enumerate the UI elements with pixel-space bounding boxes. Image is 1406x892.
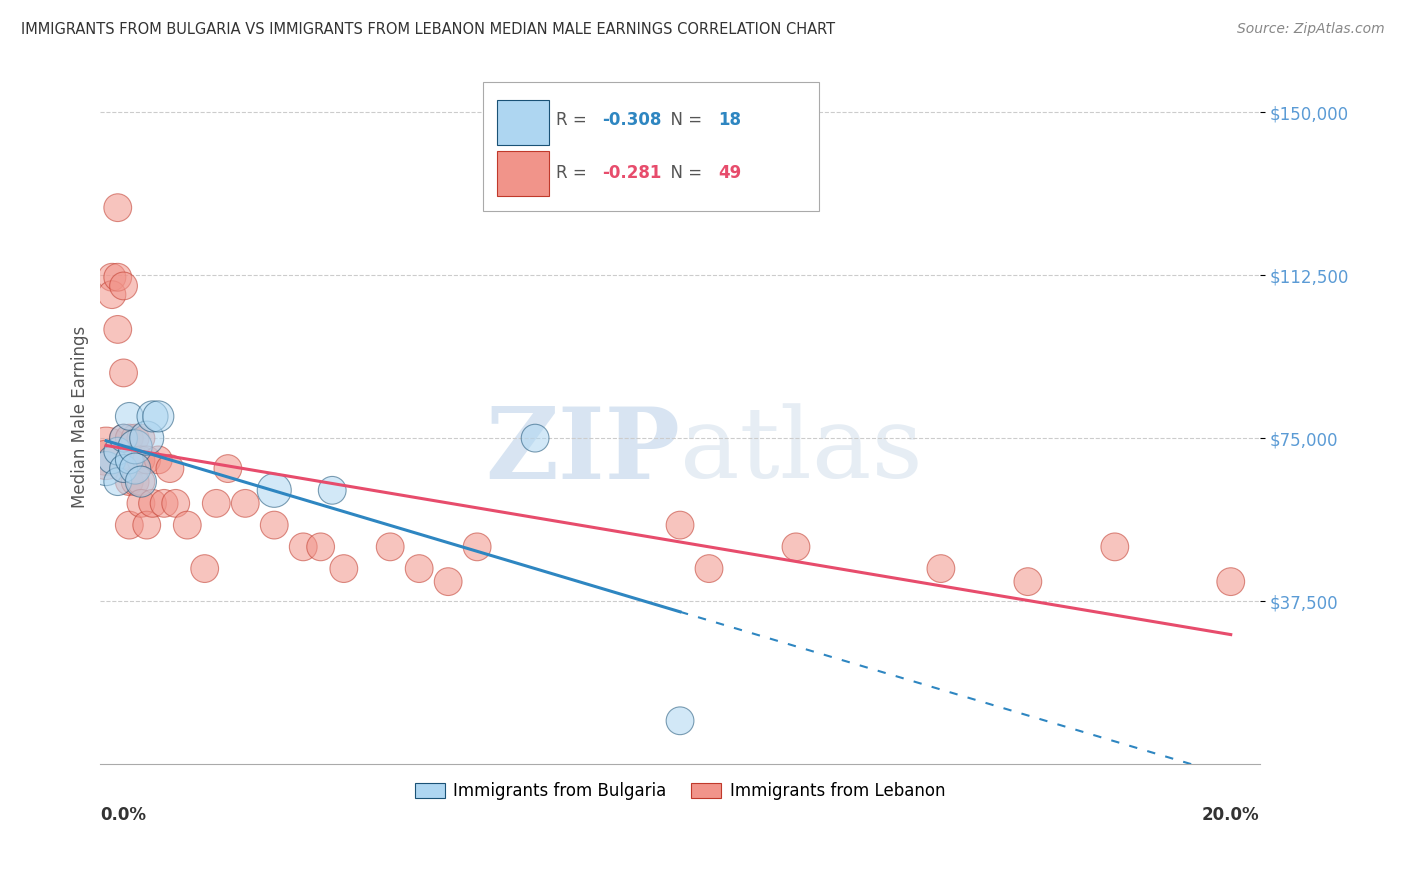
Y-axis label: Median Male Earnings: Median Male Earnings [72,326,89,508]
Point [929,561,952,575]
Point [118,518,141,533]
Point [165,496,187,510]
Point [159,461,181,475]
Point [148,409,170,424]
Point [135,518,157,533]
Point [129,496,152,510]
Point [118,431,141,445]
Point [437,574,460,589]
Point [112,431,135,445]
Text: ZIP: ZIP [485,402,681,500]
Point [107,201,129,215]
Point [263,518,285,533]
Point [101,453,124,467]
Point [124,461,146,475]
Point [107,444,129,458]
Point [107,322,129,336]
Point [1017,574,1039,589]
Point [129,431,152,445]
Point [112,461,135,475]
Point [697,561,720,575]
Point [101,270,124,285]
Text: R =: R = [555,111,592,129]
Point [309,540,332,554]
Point [118,409,141,424]
Point [112,431,135,445]
Point [669,518,692,533]
Point [217,461,239,475]
FancyBboxPatch shape [496,151,548,196]
Point [408,561,430,575]
Text: atlas: atlas [681,403,922,500]
Point [94,444,117,458]
Point [785,540,807,554]
Point [524,431,547,445]
Point [194,561,217,575]
Text: -0.281: -0.281 [602,164,662,182]
Point [94,453,117,467]
Point [148,453,170,467]
Point [118,453,141,467]
Legend: Immigrants from Bulgaria, Immigrants from Lebanon: Immigrants from Bulgaria, Immigrants fro… [406,773,953,808]
Point [205,496,228,510]
FancyBboxPatch shape [496,100,548,145]
Text: 18: 18 [718,111,741,129]
Point [263,483,285,498]
Point [292,540,315,554]
FancyBboxPatch shape [482,82,820,211]
Point [94,461,117,475]
Point [129,453,152,467]
Point [129,475,152,489]
Text: -0.308: -0.308 [602,111,662,129]
Point [153,496,176,510]
Point [124,475,146,489]
Text: 0.0%: 0.0% [100,806,146,824]
Point [124,440,146,454]
Point [124,431,146,445]
Point [118,475,141,489]
Point [233,496,256,510]
Point [141,409,163,424]
Point [107,270,129,285]
Point [669,714,692,728]
Point [1104,540,1126,554]
Point [321,483,343,498]
Point [1219,574,1241,589]
Point [135,431,157,445]
Point [380,540,402,554]
Text: 49: 49 [718,164,741,182]
Point [118,453,141,467]
Point [112,461,135,475]
Text: 20.0%: 20.0% [1202,806,1260,824]
Text: R =: R = [555,164,592,182]
Point [124,461,146,475]
Point [107,475,129,489]
Text: N =: N = [661,164,707,182]
Point [112,279,135,293]
Point [176,518,198,533]
Point [129,475,152,489]
Text: N =: N = [661,111,707,129]
Point [112,366,135,380]
Point [465,540,488,554]
Text: Source: ZipAtlas.com: Source: ZipAtlas.com [1237,22,1385,37]
Point [101,287,124,301]
Point [141,496,163,510]
Point [135,453,157,467]
Text: IMMIGRANTS FROM BULGARIA VS IMMIGRANTS FROM LEBANON MEDIAN MALE EARNINGS CORRELA: IMMIGRANTS FROM BULGARIA VS IMMIGRANTS F… [21,22,835,37]
Point [333,561,356,575]
